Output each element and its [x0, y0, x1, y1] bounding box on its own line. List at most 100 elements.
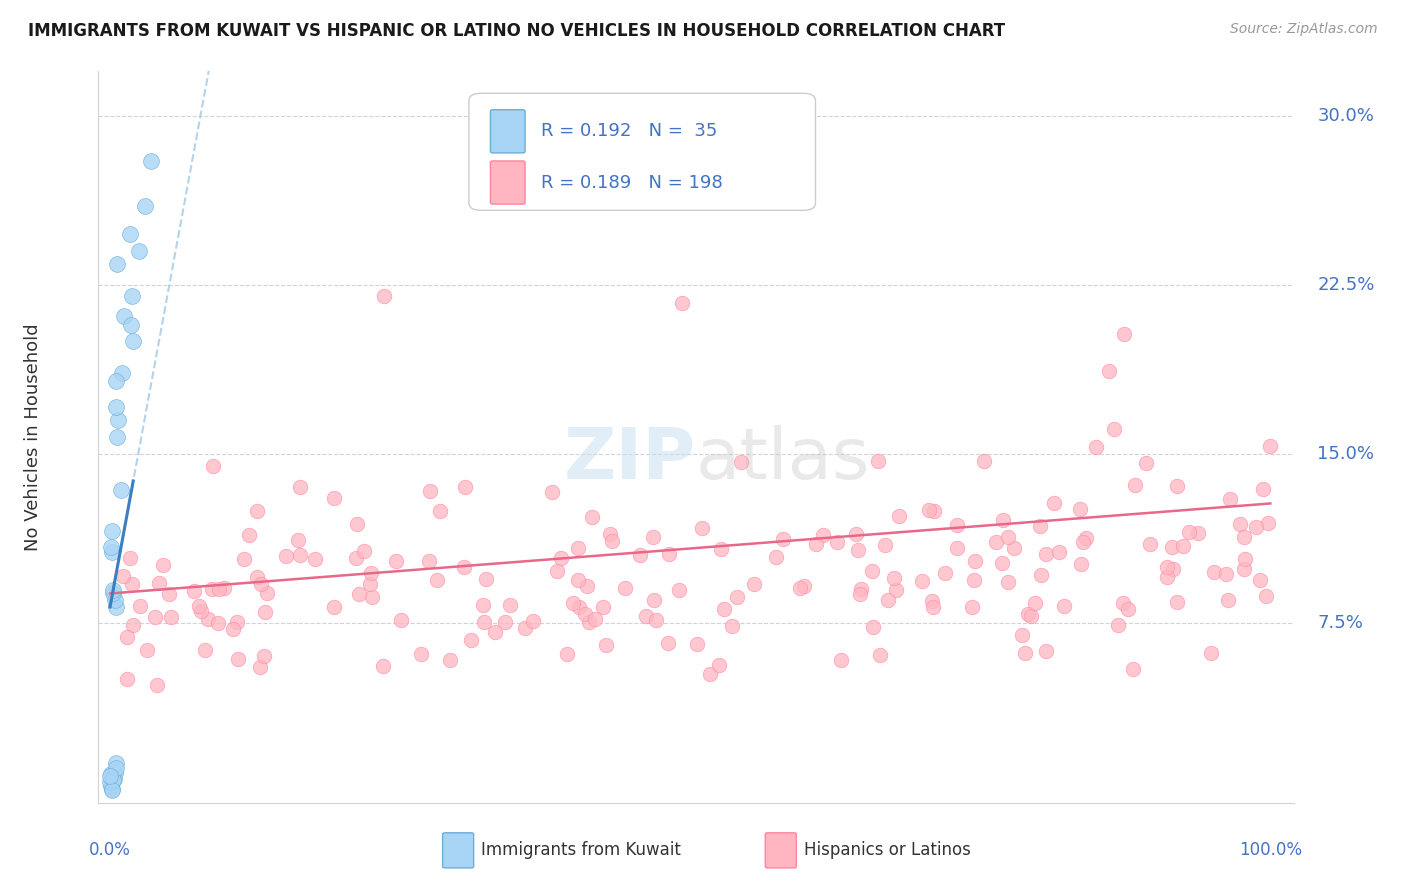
Point — [725, 590, 748, 604]
Point — [143, 609, 166, 624]
Point — [657, 547, 679, 561]
Point — [249, 660, 271, 674]
Point — [720, 619, 742, 633]
Point — [1232, 530, 1254, 544]
Point — [472, 615, 495, 629]
Point — [921, 600, 943, 615]
Point — [288, 480, 311, 494]
Point — [578, 615, 600, 630]
Point — [1017, 607, 1039, 621]
Point — [575, 579, 598, 593]
Point — [1249, 574, 1271, 588]
Point — [1002, 541, 1025, 555]
Point — [426, 574, 449, 588]
Point — [104, 760, 127, 774]
Point — [1253, 483, 1275, 497]
Point — [1199, 646, 1222, 660]
Text: 0.0%: 0.0% — [89, 841, 131, 859]
Point — [830, 653, 852, 667]
Point — [1035, 547, 1057, 561]
Point — [1166, 478, 1188, 492]
Point — [238, 528, 260, 542]
Point — [129, 599, 152, 613]
Point — [104, 599, 127, 614]
Point — [581, 510, 603, 524]
Point — [385, 554, 408, 568]
Point — [105, 430, 128, 444]
Point — [877, 593, 900, 607]
Point — [100, 769, 122, 783]
Point — [1014, 646, 1036, 660]
Point — [100, 779, 122, 793]
Point — [613, 581, 636, 595]
Point — [1071, 534, 1094, 549]
Point — [128, 244, 150, 259]
Point — [710, 541, 733, 556]
Point — [997, 530, 1019, 544]
Point — [157, 587, 180, 601]
Text: atlas: atlas — [696, 425, 870, 493]
Point — [1053, 599, 1076, 614]
Text: 7.5%: 7.5% — [1317, 614, 1364, 632]
Point — [107, 257, 129, 271]
Text: ZIP: ZIP — [564, 425, 696, 493]
Point — [197, 612, 219, 626]
Point — [645, 614, 668, 628]
Point — [965, 554, 987, 568]
Point — [811, 527, 834, 541]
Point — [101, 544, 124, 558]
Point — [360, 566, 382, 581]
Point — [499, 598, 522, 612]
Point — [418, 554, 440, 568]
Point — [991, 557, 1014, 571]
Point — [429, 504, 451, 518]
Point — [346, 516, 368, 531]
Point — [804, 537, 827, 551]
Point — [1161, 540, 1184, 554]
Point — [454, 480, 477, 494]
Point — [1122, 662, 1144, 676]
Point — [668, 582, 690, 597]
Point — [1233, 562, 1256, 576]
Point — [104, 756, 127, 771]
Point — [134, 199, 156, 213]
Point — [1019, 609, 1042, 624]
Point — [515, 622, 537, 636]
Point — [100, 766, 122, 780]
Point — [371, 659, 394, 673]
Point — [118, 227, 141, 241]
Point — [254, 605, 277, 619]
Point — [1076, 531, 1098, 545]
Point — [1156, 570, 1178, 584]
Point — [699, 667, 721, 681]
Point — [104, 765, 127, 780]
Point — [772, 533, 794, 547]
Point — [1035, 644, 1057, 658]
Point — [276, 549, 298, 563]
Point — [183, 583, 205, 598]
Point — [1043, 496, 1066, 510]
Point — [522, 614, 544, 628]
Point — [1215, 567, 1237, 582]
Point — [411, 648, 433, 662]
Point — [207, 615, 229, 630]
Point — [1024, 596, 1046, 610]
Point — [110, 483, 132, 497]
Point — [595, 638, 617, 652]
Text: R = 0.189   N = 198: R = 0.189 N = 198 — [540, 174, 723, 192]
Point — [1218, 593, 1240, 607]
Point — [744, 577, 766, 591]
Point — [1031, 567, 1053, 582]
Point — [101, 772, 124, 787]
Point — [887, 508, 910, 523]
Point — [1258, 439, 1281, 453]
Point — [101, 524, 124, 538]
Text: R = 0.192   N =  35: R = 0.192 N = 35 — [540, 122, 717, 140]
Point — [439, 653, 461, 667]
Point — [960, 599, 983, 614]
Point — [555, 647, 578, 661]
Point — [233, 552, 256, 566]
Text: 30.0%: 30.0% — [1317, 107, 1374, 126]
Point — [117, 630, 139, 644]
Point — [287, 533, 309, 548]
